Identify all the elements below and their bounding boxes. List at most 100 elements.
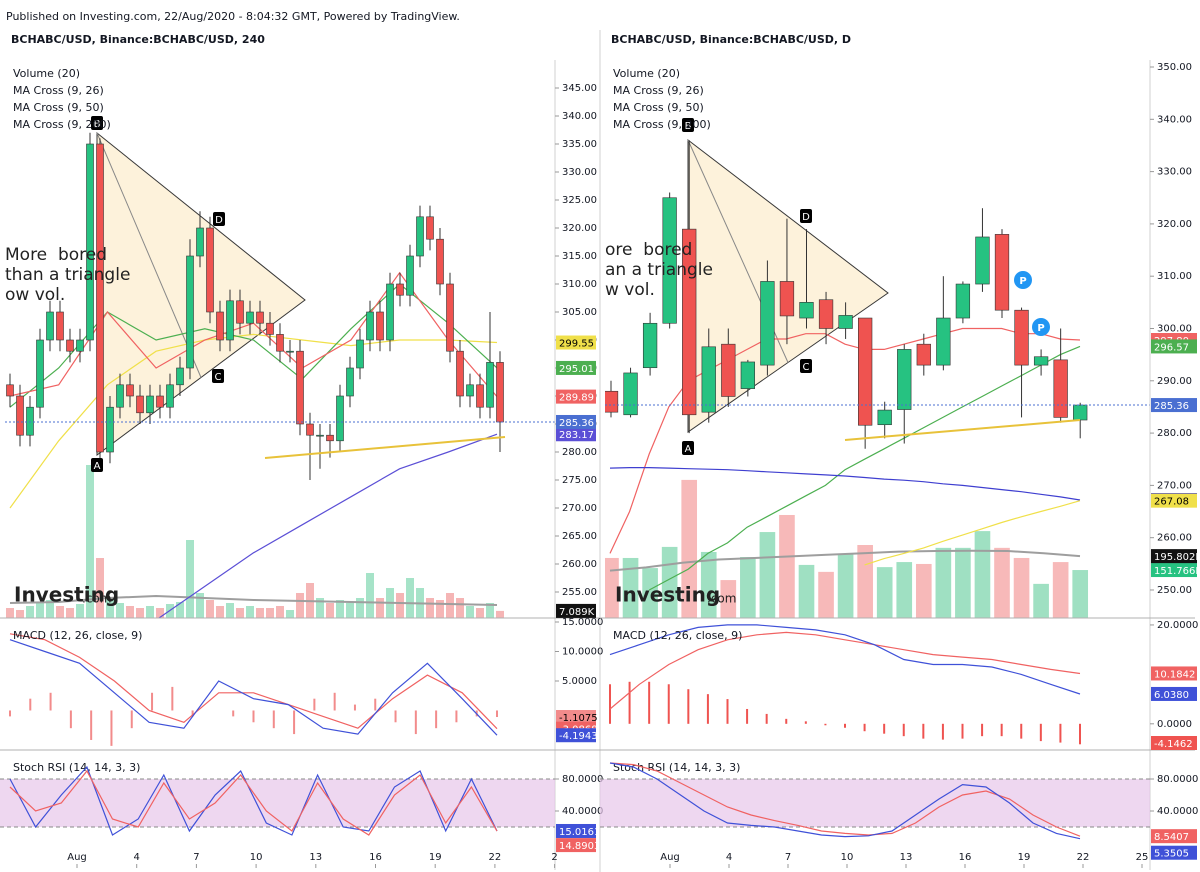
badge	[1032, 318, 1050, 336]
macd-histogram-bar	[981, 723, 984, 737]
candle-body	[760, 281, 775, 366]
candle-body	[701, 346, 716, 413]
volume-bar	[86, 465, 94, 618]
value-label-box	[1151, 563, 1197, 578]
x-tick-label: 22	[489, 852, 502, 863]
volume-bar	[96, 558, 104, 618]
macd-histogram-bar	[435, 710, 438, 729]
value-label: -1.1075	[559, 713, 598, 724]
volume-bar	[346, 603, 354, 618]
chart-panel: BCHABC/USD, Binance:BCHABC/USD, D 250.00 2…	[600, 33, 1200, 870]
volume-bar	[779, 514, 795, 618]
ma-line	[9, 333, 498, 509]
volume-bar	[16, 610, 24, 618]
y-tick-label: 280.00	[562, 447, 597, 458]
stoch-lines	[609, 762, 1081, 840]
y-tick-label: 340.00	[1157, 114, 1192, 125]
watermark-suffix: .com	[707, 592, 736, 606]
value-label: 15.0161	[559, 827, 600, 838]
y-tick-label: 280.00	[1157, 428, 1192, 439]
candle-body	[106, 406, 114, 453]
annotation: an a triangle	[605, 260, 713, 280]
candle-body	[496, 362, 504, 423]
pattern-label: A	[685, 444, 692, 455]
macd-histogram-bar	[272, 710, 275, 729]
pattern-label-box	[682, 118, 694, 132]
candle-body	[406, 255, 414, 296]
y-tick-label: 290.00	[1157, 376, 1192, 387]
candle-body	[136, 395, 144, 414]
macd-histogram-bar	[333, 692, 336, 711]
value-label: 10.1842	[1154, 669, 1195, 680]
volume-bar	[476, 608, 484, 618]
candle-body	[246, 311, 254, 324]
volume-bar	[396, 593, 404, 618]
triangle-pattern	[96, 131, 306, 456]
x-tick-label: 7	[193, 852, 199, 863]
legend-entry: MA Cross (9, 26)	[613, 84, 704, 97]
value-label: 285.36	[559, 418, 594, 429]
volume-bar	[681, 479, 698, 618]
volume-bar	[216, 606, 224, 618]
candle-body	[66, 339, 74, 352]
chart-title: BCHABC/USD, Binance:BCHABC/USD, 240	[11, 33, 265, 46]
candle-body	[975, 236, 990, 285]
volume-bar	[896, 562, 913, 618]
macd-histogram-bar	[883, 723, 886, 734]
volume-bar	[226, 603, 234, 618]
pattern-label: C	[215, 372, 222, 383]
pattern-label-box	[212, 369, 224, 383]
volume-bar	[356, 598, 364, 618]
volume-bar	[798, 564, 815, 618]
candle-body	[818, 299, 834, 329]
volume-bar	[296, 593, 304, 618]
y-tick-label: 80.0000	[562, 774, 603, 785]
candle-body	[426, 216, 434, 240]
x-tick-label: 10	[841, 852, 854, 863]
y-tick-label: 320.00	[562, 223, 597, 234]
macd-histogram-bar	[69, 710, 72, 729]
candle-body	[216, 311, 224, 341]
macd-histogram-bar	[496, 710, 498, 718]
y-tick-label: 310.00	[1157, 271, 1192, 282]
pattern-label: D	[215, 215, 223, 226]
macd-histogram-bar	[110, 710, 113, 746]
badge-label: P	[1037, 323, 1044, 334]
pattern-label-box	[91, 458, 103, 472]
legend-entry: MA Cross (9, 200)	[613, 118, 711, 131]
volume-bar	[136, 608, 144, 618]
macd-histogram-bar	[824, 723, 827, 726]
volume-bar	[316, 598, 324, 618]
ma-line	[609, 467, 1081, 501]
candle-body	[936, 317, 951, 366]
macd-histogram-bar	[1059, 723, 1062, 743]
pattern-label-box	[682, 441, 694, 455]
badge-label: P	[1019, 276, 1026, 287]
candle-body	[1053, 359, 1068, 418]
candle-body	[326, 434, 334, 442]
macd-histogram-bar	[293, 710, 296, 735]
volume-bar	[46, 600, 54, 618]
value-label: -4.1943	[559, 731, 598, 742]
candle-body	[76, 339, 84, 352]
value-label: 267.08	[1154, 497, 1189, 508]
macd-histogram-bar	[628, 681, 631, 724]
value-label-box	[1151, 829, 1197, 844]
macd-histogram-bar	[785, 718, 788, 724]
candle-body	[721, 343, 736, 397]
value-label-box	[556, 603, 596, 618]
y-tick-label: 255.00	[562, 587, 597, 598]
macd-histogram-bar	[609, 684, 611, 724]
macd-pane	[9, 633, 498, 746]
volume-bar	[176, 602, 184, 618]
y-tick-label: 335.00	[562, 139, 597, 150]
value-label-box	[1151, 398, 1197, 413]
value-label: 283.17	[559, 430, 594, 441]
macd-histogram-bar	[746, 708, 749, 724]
volume-bar	[336, 600, 344, 618]
candle-body	[356, 339, 364, 369]
pattern-label-box	[800, 359, 812, 373]
macd-histogram-bar	[1079, 723, 1081, 745]
pattern-label-box	[91, 116, 103, 130]
macd-histogram-bar	[804, 721, 807, 724]
